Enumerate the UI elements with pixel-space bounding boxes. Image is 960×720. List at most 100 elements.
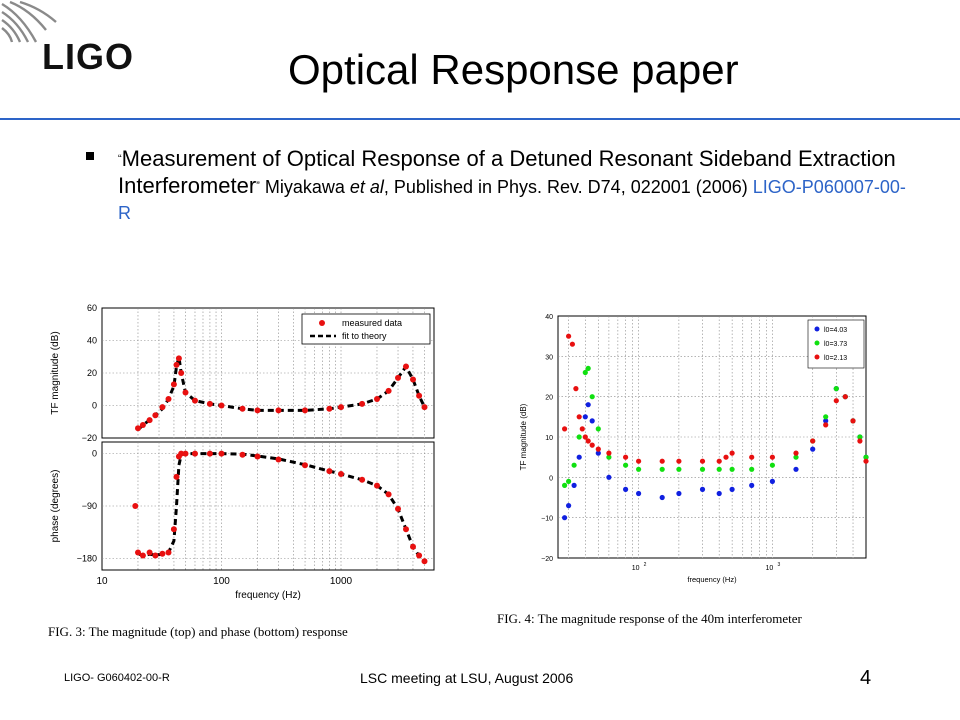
fig3-top-measured-point bbox=[326, 405, 333, 412]
fig4-legend-marker bbox=[814, 326, 820, 332]
fig4-series-1-point bbox=[823, 414, 829, 420]
fig3-top-measured-point bbox=[359, 400, 366, 407]
fig3-top-measured-point bbox=[192, 397, 198, 404]
fig4-series-2-point bbox=[676, 458, 682, 464]
fig4-series-1-point bbox=[793, 454, 799, 460]
fig3-top-ytick-label: 20 bbox=[87, 368, 97, 378]
fig4-ytick-label: 0 bbox=[549, 475, 553, 482]
paper-publication: , Published in Phys. Rev. D74, 022001 (2… bbox=[383, 177, 753, 197]
fig3-bottom-measured-point bbox=[182, 450, 189, 457]
fig4-legend-label: l0=2.13 bbox=[824, 355, 847, 362]
fig3-legend-box bbox=[301, 313, 431, 345]
fig4-series-1-point bbox=[833, 386, 839, 392]
fig3-bottom-measured-point bbox=[410, 543, 416, 550]
fig4-series-0-point bbox=[659, 494, 665, 501]
fig4-series-1-point bbox=[636, 466, 642, 472]
fig3-top-measured-point bbox=[421, 404, 428, 411]
fig3-bottom-measured-point bbox=[192, 450, 198, 457]
fig4-series-2-point bbox=[566, 333, 572, 339]
fig3-bottom-measured-point bbox=[421, 558, 428, 565]
fig3-bottom-fit-line bbox=[137, 452, 426, 563]
fig3-bottom-measured-point bbox=[338, 471, 344, 477]
fig4-series-1-point bbox=[749, 466, 755, 472]
fig4-series-1-point bbox=[566, 478, 572, 484]
fig3-top-measured-point bbox=[139, 422, 146, 428]
fig4-series-2-point bbox=[810, 438, 816, 444]
fig4-series-0-point bbox=[749, 482, 755, 488]
open-quote: “ bbox=[118, 153, 122, 165]
fig4-series-1-point bbox=[769, 462, 775, 468]
fig4-series-0-point bbox=[582, 414, 588, 420]
fig4-series-1-point bbox=[582, 369, 588, 376]
fig4-series-0-point bbox=[636, 490, 642, 497]
fig3-bottom-measured-point bbox=[416, 552, 423, 559]
fig3-top-measured-point bbox=[146, 417, 153, 424]
fig3-bottom-measured-point bbox=[170, 526, 177, 533]
fig4-series-2-point bbox=[749, 454, 755, 460]
fig4-series-2-point bbox=[659, 458, 665, 464]
fig4-xlabel: frequency (Hz) bbox=[687, 575, 737, 584]
fig4-series-2-point bbox=[723, 454, 729, 460]
fig4-series-2-point bbox=[729, 450, 735, 456]
fig4-series-2-point bbox=[857, 438, 863, 444]
fig4-series-0-point bbox=[716, 490, 722, 497]
fig3-top-measured-point bbox=[218, 402, 225, 409]
fig4-legend-label: l0=4.03 bbox=[824, 327, 847, 334]
footer-doc-id: LIGO- G060402-00-R bbox=[64, 672, 170, 684]
fig4-series-0-point bbox=[585, 402, 591, 408]
fig4-series-0-point bbox=[571, 482, 577, 488]
fig3-bottom-measured-point bbox=[206, 450, 213, 457]
fig3-bottom-measured-point bbox=[359, 476, 366, 483]
fig4-series-0-point bbox=[595, 450, 601, 456]
fig3-chart: 60 40 20 0 −20 TF magnitude (dB) measured data… bbox=[40, 296, 460, 618]
fig4-series-2-point bbox=[863, 458, 869, 464]
fig4-series-2-point bbox=[576, 414, 582, 420]
fig3-top-ytick-label: 60 bbox=[87, 303, 97, 313]
fig3-caption: FIG. 3: The magnitude (top) and phase (b… bbox=[48, 624, 348, 639]
fig3-top-measured-point bbox=[385, 387, 392, 394]
fig4-caption: FIG. 4: The magnitude response of the 40… bbox=[497, 611, 802, 626]
fig3-top-measured-point bbox=[175, 355, 182, 362]
fig4-series-0-point bbox=[562, 515, 568, 521]
fig4-series-1-point bbox=[699, 466, 706, 472]
fig3-xtick-label: 10 bbox=[96, 576, 108, 587]
fig3-bottom-measured-point bbox=[165, 549, 172, 556]
fig4-xtick-exponent: 2 bbox=[644, 562, 647, 568]
fig4-series-2-point bbox=[793, 450, 799, 456]
fig4-series-1-point bbox=[863, 454, 869, 460]
paper-doc-link[interactable]: LIGO-P060007-00-R bbox=[118, 177, 906, 223]
ligo-logo: LIGO bbox=[42, 36, 134, 77]
fig4-xtick-base: 10 bbox=[632, 565, 640, 572]
fig4-series-2-point bbox=[585, 438, 591, 444]
fig3-top-measured-point bbox=[206, 400, 213, 407]
fig4-series-1-point bbox=[659, 466, 665, 472]
fig3-top-measured-point bbox=[416, 392, 423, 399]
paper-title: Measurement of Optical Response of a Det… bbox=[118, 146, 896, 198]
bullet-paragraph: “Measurement of Optical Response of a De… bbox=[118, 146, 918, 226]
fig3-top-measured-point bbox=[275, 407, 282, 414]
fig3-bottom-measured-point bbox=[395, 505, 401, 512]
fig4-ytick-label: 20 bbox=[545, 395, 553, 402]
fig3-top-measured-point bbox=[254, 407, 261, 414]
fig3-top-measured-point bbox=[182, 389, 189, 396]
fig4-series-2-point bbox=[606, 450, 612, 456]
fig3-bottom-measured-point bbox=[135, 549, 141, 556]
fig4-series-2-point bbox=[823, 422, 829, 428]
fig3-bottom-measured-point bbox=[178, 450, 185, 457]
title-divider bbox=[0, 118, 960, 120]
fig4-series-2-point bbox=[636, 458, 642, 464]
fig3-bottom-measured-point bbox=[385, 491, 392, 498]
fig4-series-1-point bbox=[729, 466, 735, 472]
fig4-series-1-point bbox=[576, 434, 582, 440]
fig4-legend-label: l0=3.73 bbox=[824, 341, 847, 348]
fig3-bottom-ytick-label: −90 bbox=[82, 501, 97, 511]
footer-meeting: LSC meeting at LSU, August 2006 bbox=[360, 670, 574, 686]
fig3-top-ylabel: TF magnitude (dB) bbox=[50, 331, 61, 414]
fig4-legend-marker bbox=[814, 340, 820, 346]
fig3-bottom-measured-point bbox=[326, 468, 333, 475]
fig4-series-1-point bbox=[571, 462, 577, 468]
fig4-series-1-point bbox=[595, 426, 601, 432]
fig3-top-measured-point bbox=[165, 396, 172, 402]
fig4-xtick-exponent: 3 bbox=[777, 562, 780, 568]
fig4-series-0-point bbox=[699, 486, 706, 492]
